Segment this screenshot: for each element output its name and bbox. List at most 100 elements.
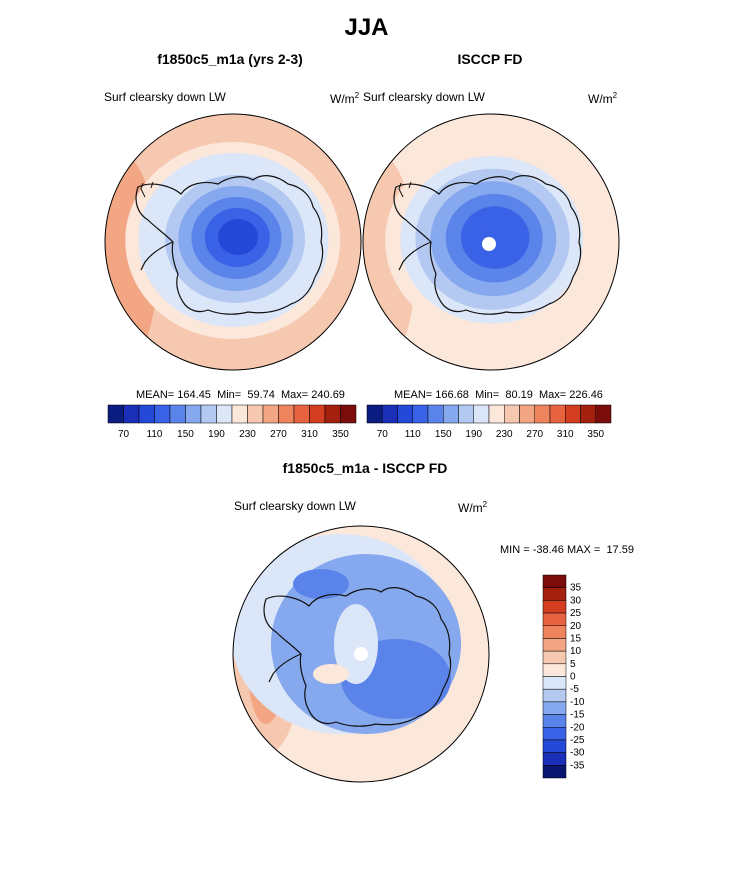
- colorbar-tick-label: 10: [570, 646, 582, 657]
- colorbar-box: [542, 701, 567, 715]
- colorbar-tick-label: 270: [270, 429, 287, 440]
- colorbar-box: [473, 404, 490, 424]
- colorbar-tick-label: -30: [570, 748, 585, 759]
- model-unit-label: W/m2: [330, 91, 360, 106]
- colorbar-tick-label: 0: [570, 672, 576, 683]
- colorbar-tick-label: -5: [570, 684, 579, 695]
- diff-blue-north: [293, 569, 349, 599]
- map-outline: [362, 113, 620, 371]
- colorbar-box: [169, 404, 186, 424]
- colorbar-box: [542, 714, 567, 728]
- colorbar-box: [107, 404, 124, 424]
- colorbar-tick-label: 15: [570, 633, 582, 644]
- colorbar-box: [382, 404, 398, 424]
- map-outline: [104, 113, 362, 371]
- colorbar-box: [200, 404, 217, 424]
- diff-map: [233, 526, 489, 782]
- colorbar-box: [542, 650, 567, 665]
- obs-map: [363, 114, 619, 370]
- colorbar-box: [123, 404, 140, 424]
- colorbar-tick-label: -25: [570, 735, 585, 746]
- colorbar-box: [565, 404, 581, 424]
- obs-stats: MEAN= 166.68 Min= 80.19 Max= 226.46: [394, 389, 603, 401]
- diff-stats: MIN = -38.46 MAX = 17.59: [500, 544, 634, 556]
- model-field-label: Surf clearsky down LW: [104, 90, 226, 104]
- colorbar-tick-label: 310: [301, 429, 318, 440]
- colorbar-box: [542, 688, 567, 703]
- diff-plateau-band: [313, 664, 349, 684]
- diff-panel-title: f1850c5_m1a - ISCCP FD: [282, 460, 448, 476]
- peninsula-coast: [140, 181, 154, 198]
- field-contour-band: [476, 219, 516, 255]
- colorbar-box: [542, 727, 567, 741]
- colorbar-box: [138, 404, 155, 424]
- colorbar-box: [534, 404, 551, 424]
- colorbar-box: [293, 404, 310, 424]
- colorbar-box: [278, 404, 295, 424]
- diff-plateau-band: [334, 604, 378, 684]
- colorbar-box: [488, 404, 505, 424]
- colorbar-tick-label: -10: [570, 697, 585, 708]
- pole-missing-data: [354, 647, 368, 661]
- colorbar-box: [247, 404, 264, 424]
- colorbar-box: [262, 404, 279, 424]
- colorbar-tick-label: 350: [332, 429, 349, 440]
- diff-unit-label: W/m2: [458, 500, 488, 515]
- colorbar-box: [549, 404, 566, 424]
- model-panel-title: f1850c5_m1a (yrs 2-3): [157, 51, 303, 67]
- colorbar-tick-label: 35: [570, 583, 582, 594]
- colorbar-box: [580, 404, 596, 424]
- colorbar-box: [542, 739, 567, 753]
- colorbar-tick-label: 190: [208, 429, 225, 440]
- colorbar-tick-label: 350: [587, 429, 604, 440]
- colorbar-box: [542, 663, 567, 677]
- colorbar-box: [366, 404, 383, 424]
- colorbar-box: [185, 404, 202, 424]
- colorbar-box: [309, 404, 326, 424]
- colorbar-box: [542, 765, 567, 779]
- colorbar-tick-label: 110: [405, 429, 421, 440]
- colorbar-tick-label: 230: [496, 429, 513, 440]
- colorbar-box: [542, 612, 567, 626]
- colorbar-box: [542, 752, 567, 766]
- pole-missing-data: [482, 237, 496, 251]
- colorbar-box: [340, 404, 357, 424]
- colorbar-box: [542, 587, 567, 601]
- colorbar-box: [519, 404, 535, 424]
- colorbar-tick-label: 230: [239, 429, 256, 440]
- obs-unit-label: W/m2: [588, 91, 618, 106]
- colorbar-tick-label: 70: [118, 429, 130, 440]
- colorbar-box: [427, 404, 444, 424]
- obs-panel-title: ISCCP FD: [457, 51, 523, 67]
- colorbar-tick-label: 20: [570, 621, 582, 632]
- colorbar-tick-label: 150: [177, 429, 194, 440]
- model-stats: MEAN= 164.45 Min= 59.74 Max= 240.69: [136, 389, 345, 401]
- colorbar-box: [154, 404, 171, 424]
- colorbar-box: [443, 404, 459, 424]
- field-contour-band: [218, 219, 258, 255]
- colorbar-tick-label: 310: [557, 429, 574, 440]
- colorbar-tick-label: -35: [570, 760, 585, 771]
- colorbar-box: [458, 404, 474, 424]
- colorbar-box: [542, 625, 567, 639]
- colorbar-tick-label: 70: [377, 429, 389, 440]
- colorbar-box: [504, 404, 520, 424]
- colorbar-box: [412, 404, 429, 424]
- colorbar-tick-label: 150: [435, 429, 452, 440]
- map-outline: [232, 525, 490, 783]
- obs-field-label: Surf clearsky down LW: [363, 90, 485, 104]
- colorbar-tick-label: 190: [465, 429, 482, 440]
- colorbar-box: [542, 574, 567, 588]
- colorbar-box: [231, 404, 248, 424]
- colorbar-box: [542, 638, 567, 652]
- colorbar-box: [542, 600, 567, 614]
- colorbar-tick-label: -15: [570, 710, 585, 721]
- colorbar-box: [397, 404, 413, 424]
- colorbar-tick-label: 5: [570, 659, 576, 670]
- colorbar-tick-label: 30: [570, 595, 582, 606]
- colorbar-box: [595, 404, 612, 424]
- colorbar-box: [542, 676, 567, 690]
- model-map: [105, 114, 361, 370]
- colorbar-tick-label: 270: [526, 429, 543, 440]
